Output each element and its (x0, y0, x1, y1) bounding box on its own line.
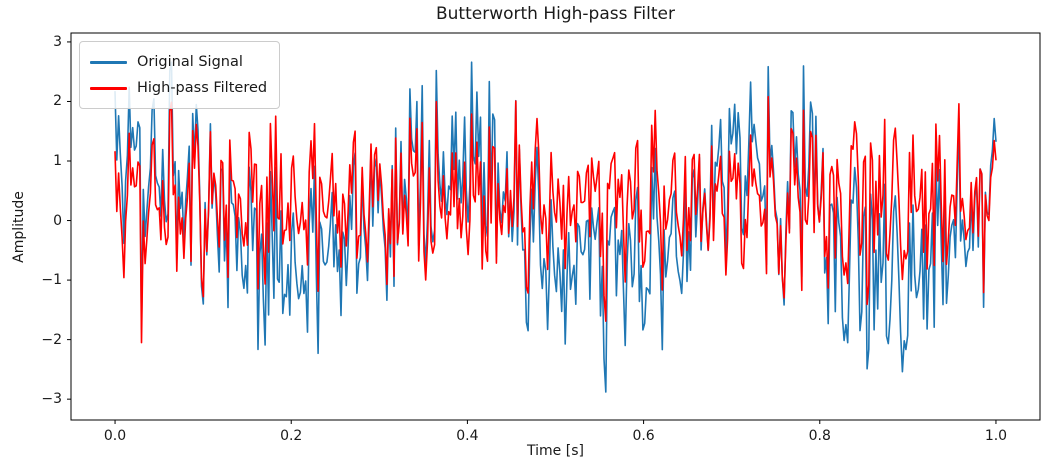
x-tick-label: 0.4 (456, 428, 479, 444)
x-tick-label: 0.0 (103, 428, 127, 444)
y-tick-label: 0 (53, 212, 62, 229)
series-line-original (114, 61, 997, 393)
y-tick-label: −3 (41, 391, 62, 408)
series-line-filtered (114, 95, 997, 344)
y-ticks (67, 41, 71, 400)
legend-label-original: Original Signal (137, 54, 243, 70)
y-tick-label: 1 (53, 153, 62, 169)
y-tick-label: −2 (41, 331, 62, 348)
legend-label-filtered: High-pass Filtered (137, 80, 268, 96)
legend-line-original (90, 60, 127, 64)
legend: Original Signal High-pass Filtered (79, 41, 281, 109)
legend-item-original: Original Signal (90, 49, 267, 75)
axes-frame (70, 32, 1041, 421)
y-tick-label: 2 (53, 93, 62, 110)
legend-item-filtered: High-pass Filtered (90, 75, 267, 101)
x-tick-label: 1.0 (984, 428, 1008, 444)
y-tick-label: 3 (53, 33, 62, 50)
series-lines (114, 61, 997, 393)
legend-line-filtered (90, 86, 127, 90)
y-tick-label: −1 (41, 272, 62, 289)
x-ticks (114, 420, 997, 424)
chart-title: Butterworth High-pass Filter (436, 4, 675, 24)
x-tick-label: 0.2 (280, 428, 303, 444)
x-axis-label: Time [s] (527, 443, 584, 459)
x-tick-label: 0.8 (808, 428, 831, 444)
x-tick-label: 0.6 (632, 428, 655, 444)
